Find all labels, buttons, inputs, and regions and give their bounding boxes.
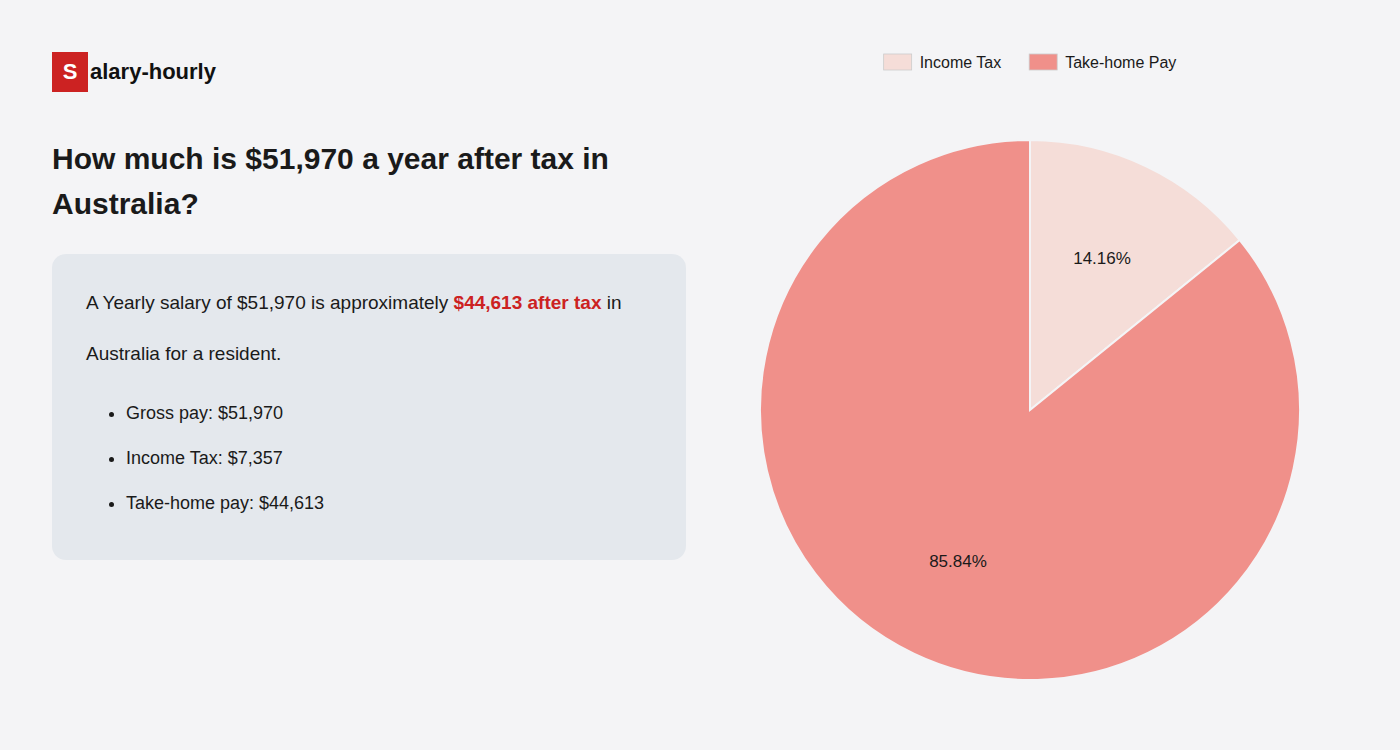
pie-slice bbox=[760, 140, 1300, 680]
logo-text: alary-hourly bbox=[90, 59, 216, 85]
legend-item: Income Tax bbox=[884, 54, 1002, 71]
data-label: 14.16% bbox=[1073, 249, 1131, 268]
bullet-item: Income Tax: $7,357 bbox=[126, 436, 656, 481]
highlight: $44,613 after tax bbox=[454, 292, 602, 313]
legend-swatch bbox=[884, 54, 912, 70]
text-panel: Salary-hourly How much is $51,970 a year … bbox=[0, 0, 700, 750]
logo-badge: S bbox=[52, 52, 88, 92]
data-label: 85.84% bbox=[929, 552, 987, 571]
bullet-list: Gross pay: $51,970Income Tax: $7,357Take… bbox=[86, 391, 656, 526]
info-text: A Yearly salary of $51,970 is approximat… bbox=[86, 292, 454, 313]
bullet-item: Take-home pay: $44,613 bbox=[126, 481, 656, 526]
legend-label: Take-home Pay bbox=[1065, 54, 1176, 71]
data-labels: 14.16% 85.84% bbox=[929, 249, 1131, 570]
bullet-item: Gross pay: $51,970 bbox=[126, 391, 656, 436]
title: How much is $51,970 a year after tax in … bbox=[52, 136, 670, 226]
legend-item: Take-home Pay bbox=[1029, 54, 1176, 71]
pie-chart: 14.16% 85.84% Income Tax Take-home Pay bbox=[700, 0, 1400, 750]
slices bbox=[760, 140, 1300, 680]
logo: Salary-hourly bbox=[52, 52, 670, 92]
info-text: in bbox=[601, 292, 621, 313]
legend-swatch bbox=[1029, 54, 1057, 70]
legend-label: Income Tax bbox=[920, 54, 1002, 71]
info-line: Australia for a resident. bbox=[86, 339, 656, 368]
chart-panel: 14.16% 85.84% Income Tax Take-home Pay bbox=[700, 0, 1400, 750]
page: Salary-hourly How much is $51,970 a year … bbox=[0, 0, 1400, 750]
info-box: A Yearly salary of $51,970 is approximat… bbox=[52, 254, 686, 560]
info-line: A Yearly salary of $51,970 is approximat… bbox=[86, 288, 656, 317]
legend: Income Tax Take-home Pay bbox=[884, 54, 1177, 71]
